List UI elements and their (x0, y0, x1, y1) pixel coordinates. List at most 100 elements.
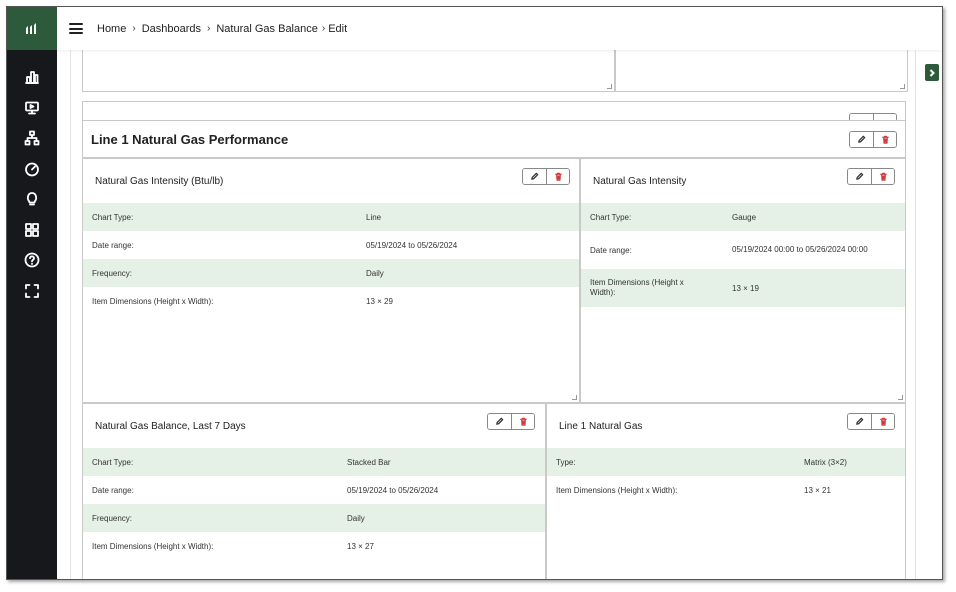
detail-value: Line (366, 212, 382, 222)
grid-icon[interactable] (22, 220, 42, 240)
edit-button[interactable] (850, 114, 873, 122)
detail-row: Chart Type: Line (83, 203, 579, 231)
detail-label: Item Dimensions (Height x Width): (590, 278, 684, 297)
widget-actions (847, 413, 895, 430)
detail-row: Frequency: Daily (83, 259, 579, 287)
section-partial (82, 101, 906, 122)
fullscreen-icon[interactable] (22, 281, 42, 301)
detail-row: Chart Type: Stacked Bar (83, 448, 545, 476)
widget-card: Natural Gas Intensity (Btu/lb) Chart Typ… (82, 158, 580, 403)
widget-details: Chart Type: Stacked Bar Date range: 05/19/… (83, 448, 545, 560)
section-partial-actions[interactable] (849, 113, 897, 122)
delete-button[interactable] (873, 132, 896, 147)
detail-label: Type: (556, 457, 576, 467)
pencil-icon (496, 417, 504, 425)
edit-button[interactable] (848, 414, 871, 429)
delete-button[interactable] (511, 414, 534, 429)
gauge-icon[interactable] (22, 159, 42, 179)
detail-label: Chart Type: (92, 212, 134, 222)
resize-handle[interactable] (900, 84, 905, 89)
breadcrumb-home[interactable]: Home (97, 22, 127, 35)
detail-label: Date range: (92, 240, 134, 250)
widget-actions (847, 168, 895, 185)
detail-value: 13 × 21 (804, 485, 831, 495)
detail-value: 05/19/2024 00:00 to 05/26/2024 00:00 (732, 245, 868, 254)
sidebar (7, 7, 57, 579)
section-title: Line 1 Natural Gas Performance (91, 132, 289, 147)
detail-value: Daily (347, 513, 365, 523)
widget-partial-left (82, 50, 615, 92)
top-bar: Home › Dashboards › Natural Gas Balance … (57, 7, 942, 50)
detail-label: Date range: (590, 245, 632, 255)
widget-details: Chart Type: Gauge Date range: 05/19/2024 0… (581, 203, 905, 307)
detail-value: 13 × 29 (366, 296, 393, 306)
app-window: Home › Dashboards › Natural Gas Balance … (6, 6, 943, 580)
detail-value: Gauge (732, 212, 757, 222)
detail-value: Daily (366, 268, 384, 278)
widget-details: Chart Type: Line Date range: 05/19/2024 to… (83, 203, 579, 315)
edit-button[interactable] (848, 169, 871, 184)
widget-partial-right (615, 50, 908, 92)
detail-label: Chart Type: (590, 212, 632, 222)
delete-button[interactable] (873, 114, 896, 122)
pencil-icon (856, 417, 864, 425)
detail-value: Matrix (3×2) (804, 457, 847, 467)
detail-row: Item Dimensions (Height x Width): 13 × 29 (83, 287, 579, 315)
chevron-right-icon: › (207, 23, 211, 34)
delete-button[interactable] (871, 414, 894, 429)
logo-icon[interactable] (7, 7, 57, 50)
bar-chart-icon[interactable] (22, 67, 42, 87)
detail-row: Chart Type: Gauge (581, 203, 905, 231)
chevron-right-icon (929, 68, 935, 77)
detail-row: Type: Matrix (3×2) (547, 448, 905, 476)
chevron-right-icon: › (321, 23, 326, 34)
widget-card: Line 1 Natural Gas Type: Matrix (3×2) Ite… (546, 403, 906, 579)
pencil-icon (856, 172, 864, 180)
detail-value: 05/19/2024 to 05/26/2024 (366, 240, 458, 250)
monitor-icon[interactable] (22, 98, 42, 118)
detail-label: Item Dimensions (Height x Width): (92, 541, 214, 551)
detail-row: Date range: 05/19/2024 to 05/26/2024 (83, 231, 579, 259)
help-icon[interactable] (22, 250, 42, 270)
breadcrumb-dashboards[interactable]: Dashboards (141, 22, 202, 35)
resize-handle[interactable] (898, 395, 903, 400)
detail-label: Frequency: (92, 513, 133, 523)
trash-icon (554, 172, 562, 181)
widget-details: Type: Matrix (3×2) Item Dimensions (Heigh… (547, 448, 905, 504)
detail-value: 13 × 27 (347, 541, 374, 551)
edit-button[interactable] (850, 132, 873, 147)
pencil-icon (858, 135, 866, 143)
widget-title: Line 1 Natural Gas (559, 421, 643, 432)
lightbulb-icon[interactable] (22, 189, 42, 209)
resize-handle[interactable] (607, 84, 612, 89)
edit-button[interactable] (488, 414, 511, 429)
detail-label: Item Dimensions (Height x Width): (556, 485, 678, 495)
menu-icon[interactable] (69, 23, 83, 34)
breadcrumb-dashboard-name[interactable]: Natural Gas Balance (216, 22, 318, 35)
hierarchy-icon[interactable] (22, 128, 42, 148)
section-header: Line 1 Natural Gas Performance (82, 120, 906, 158)
widget-title: Natural Gas Balance, Last 7 Days (95, 421, 246, 432)
detail-value: 05/19/2024 to 05/26/2024 (347, 485, 439, 495)
dashboard-canvas: Line 1 Natural Gas Performance Natural G… (70, 50, 916, 579)
detail-row: Item Dimensions (Height x Width): 13 × 21 (547, 476, 905, 504)
edit-button[interactable] (523, 169, 546, 184)
detail-value: 13 × 19 (732, 283, 759, 293)
delete-button[interactable] (871, 169, 894, 184)
detail-row: Item Dimensions (Height x Width): 13 × 19 (581, 269, 905, 307)
detail-label: Chart Type: (92, 457, 134, 467)
widget-title: Natural Gas Intensity (Btu/lb) (95, 176, 224, 187)
resize-handle[interactable] (572, 395, 577, 400)
pencil-icon (531, 172, 539, 180)
widget-title: Natural Gas Intensity (593, 176, 687, 187)
delete-button[interactable] (546, 169, 569, 184)
detail-row: Date range: 05/19/2024 00:00 to 05/26/202… (581, 231, 905, 269)
detail-value: Stacked Bar (347, 457, 391, 467)
trash-icon (881, 135, 889, 144)
breadcrumb-current: Edit (328, 22, 348, 35)
widget-card: Natural Gas Balance, Last 7 Days Chart T… (82, 403, 546, 579)
chevron-right-icon: › (132, 23, 136, 34)
detail-label: Frequency: (92, 268, 133, 278)
expand-panel-button[interactable] (925, 64, 939, 81)
section-actions (849, 131, 897, 148)
